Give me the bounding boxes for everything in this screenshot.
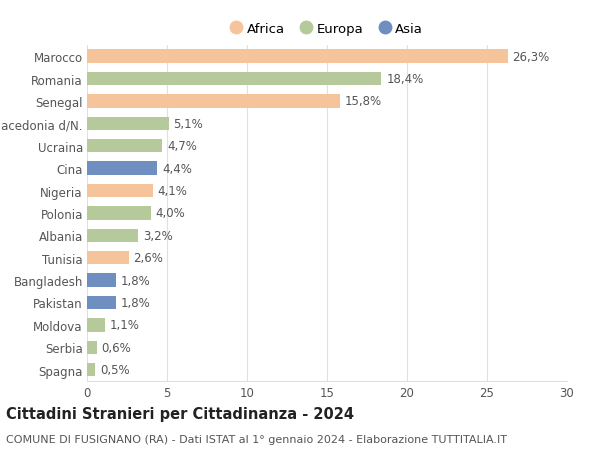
Text: 5,1%: 5,1% [173, 118, 203, 130]
Text: 2,6%: 2,6% [133, 252, 163, 264]
Text: 3,2%: 3,2% [143, 230, 173, 242]
Bar [87, 73, 382, 86]
Bar [87, 95, 340, 108]
Text: 4,0%: 4,0% [156, 207, 185, 220]
Text: 1,8%: 1,8% [121, 274, 151, 287]
Text: 4,1%: 4,1% [157, 185, 187, 197]
Bar [87, 140, 162, 153]
Bar [87, 319, 104, 332]
Bar [87, 162, 157, 175]
Text: 4,7%: 4,7% [167, 140, 197, 153]
Bar [87, 341, 97, 354]
Bar [87, 252, 128, 265]
Text: 18,4%: 18,4% [386, 73, 424, 86]
Bar [87, 185, 152, 198]
Bar [87, 229, 138, 242]
Text: COMUNE DI FUSIGNANO (RA) - Dati ISTAT al 1° gennaio 2024 - Elaborazione TUTTITAL: COMUNE DI FUSIGNANO (RA) - Dati ISTAT al… [6, 434, 507, 444]
Text: 15,8%: 15,8% [344, 95, 382, 108]
Bar [87, 207, 151, 220]
Text: 0,6%: 0,6% [101, 341, 131, 354]
Bar [87, 363, 95, 376]
Bar [87, 50, 508, 64]
Text: 4,4%: 4,4% [162, 162, 192, 175]
Legend: Africa, Europa, Asia: Africa, Europa, Asia [231, 23, 423, 36]
Bar [87, 274, 116, 287]
Text: 0,5%: 0,5% [100, 364, 130, 376]
Text: 1,1%: 1,1% [109, 319, 139, 331]
Text: 1,8%: 1,8% [121, 297, 151, 309]
Text: Cittadini Stranieri per Cittadinanza - 2024: Cittadini Stranieri per Cittadinanza - 2… [6, 406, 354, 421]
Text: 26,3%: 26,3% [512, 50, 550, 63]
Bar [87, 296, 116, 309]
Bar [87, 118, 169, 131]
